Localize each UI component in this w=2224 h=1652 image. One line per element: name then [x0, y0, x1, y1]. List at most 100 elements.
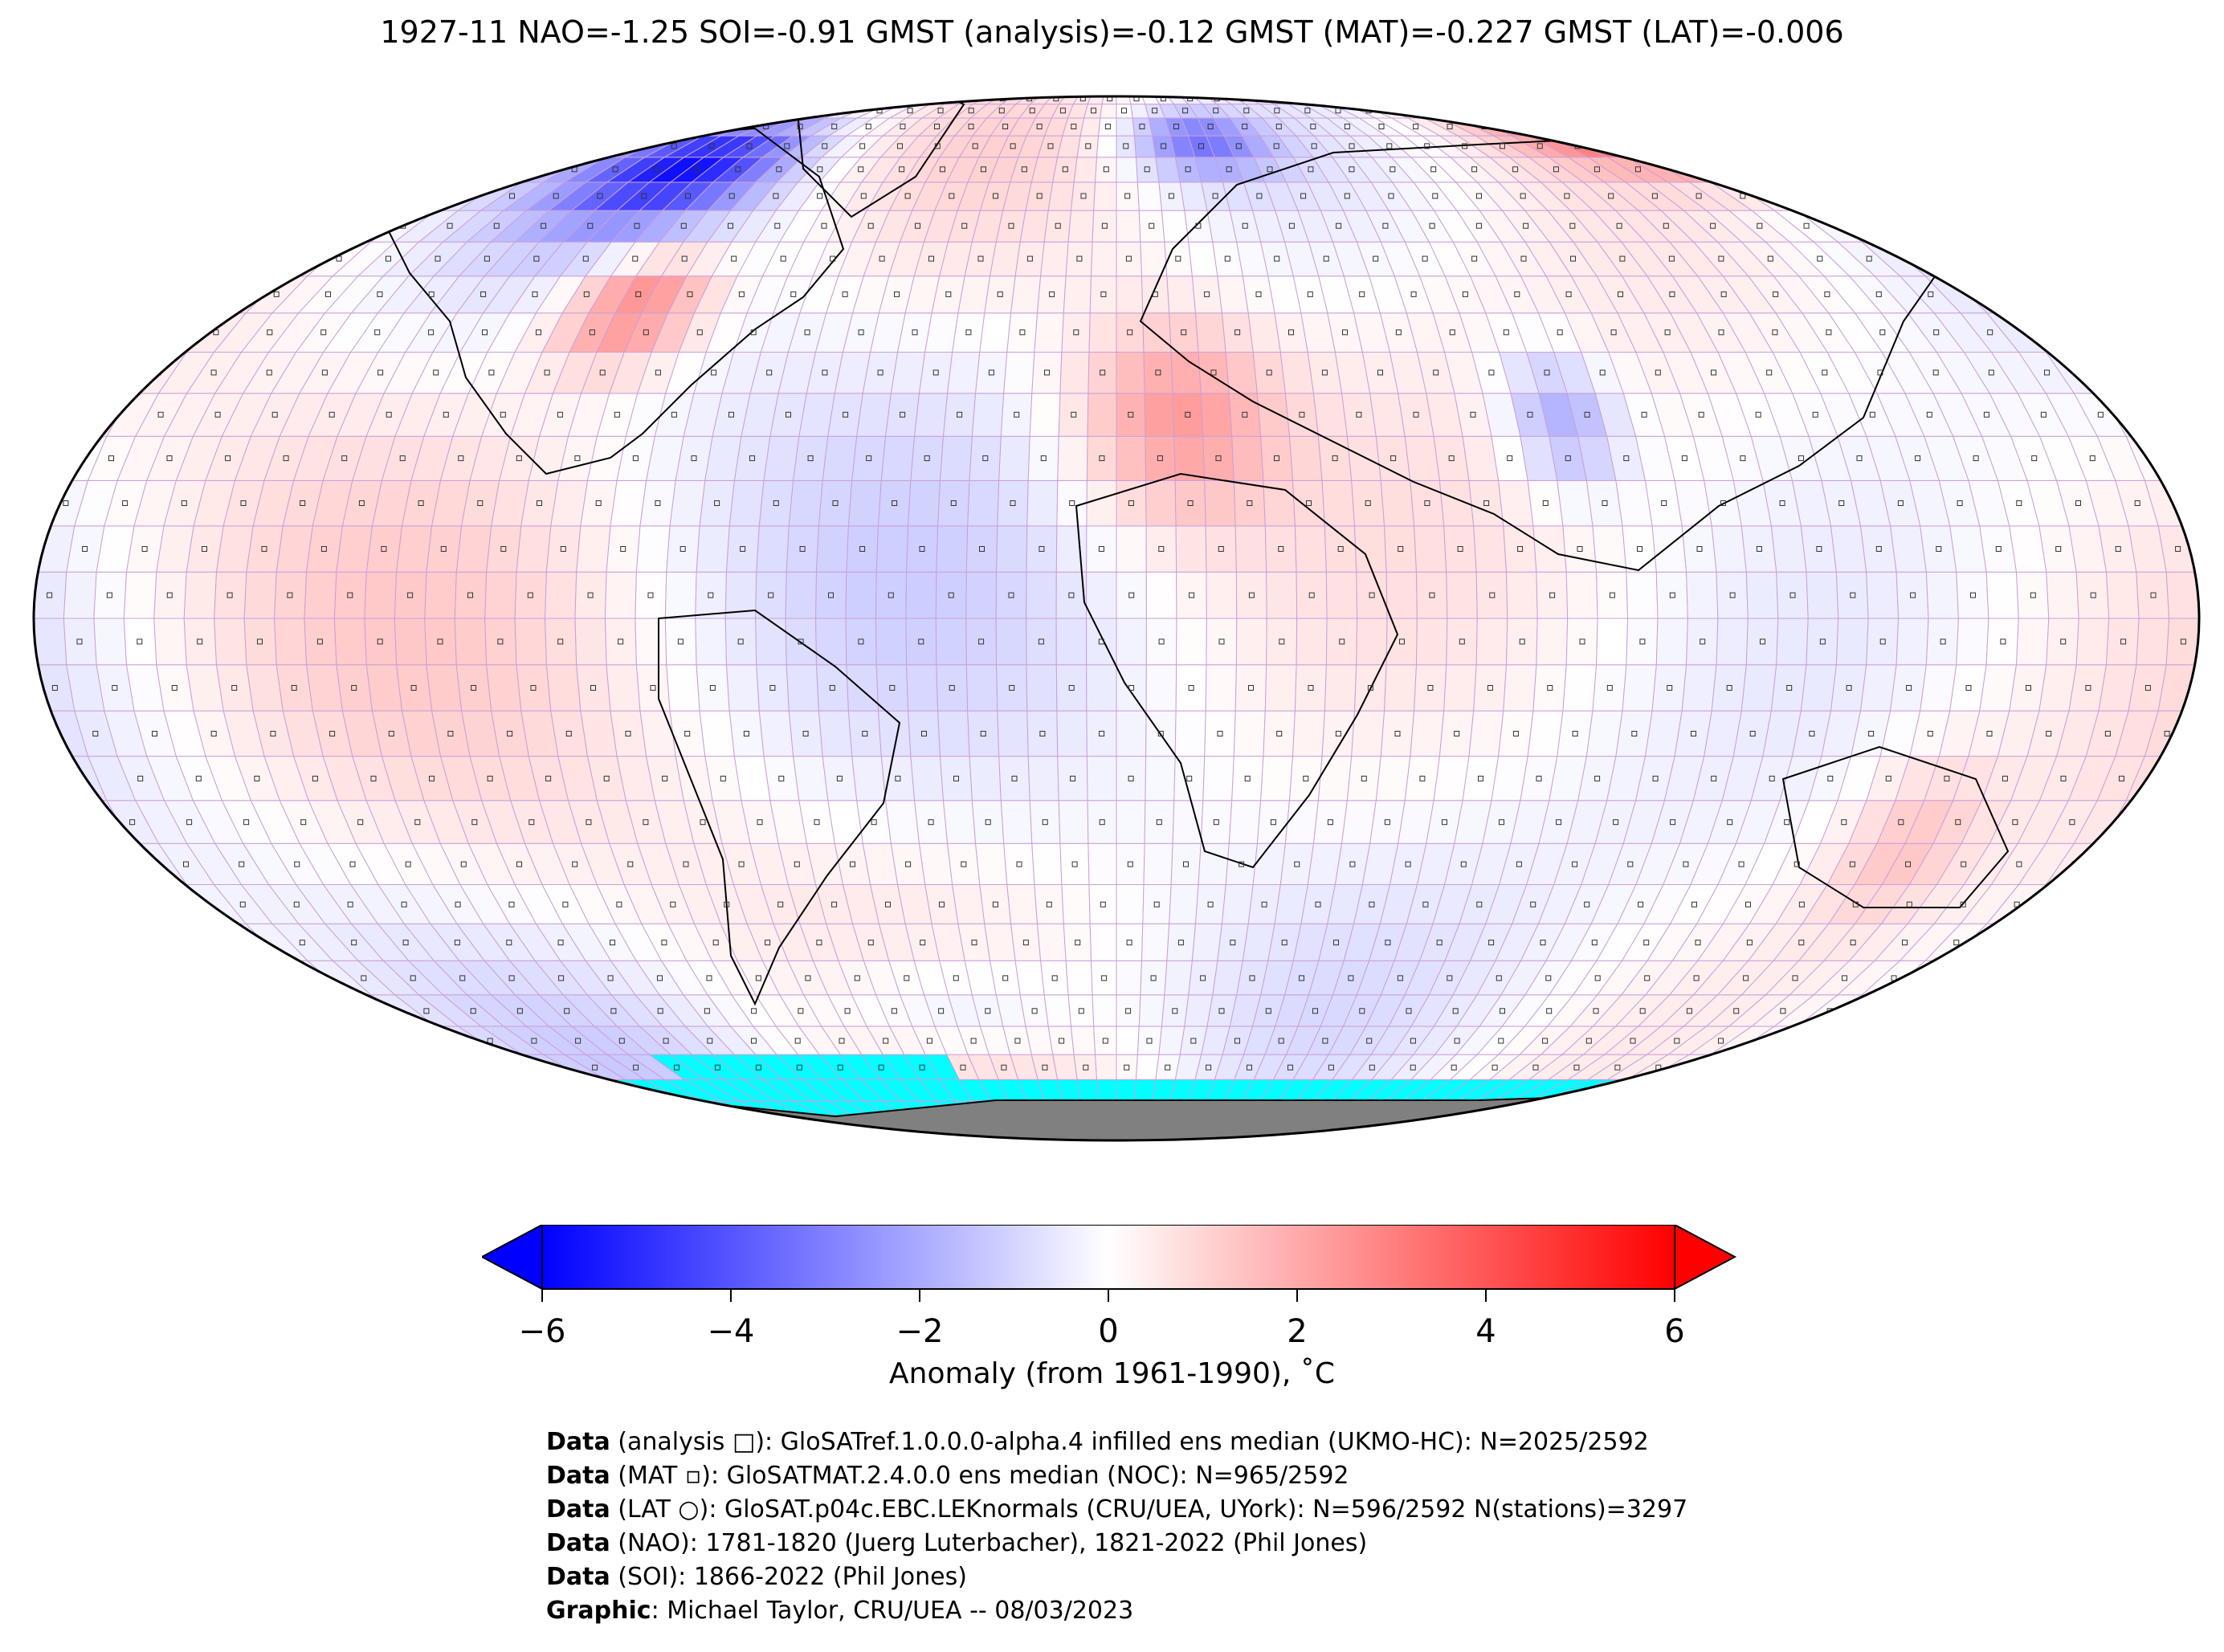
analysis-marker	[583, 291, 590, 297]
analysis-marker	[794, 1038, 801, 1044]
analysis-marker	[1124, 193, 1131, 199]
analysis-marker	[1281, 940, 1287, 946]
analysis-marker	[565, 731, 572, 736]
analysis-marker	[1591, 940, 1598, 946]
analysis-marker	[1470, 411, 1476, 418]
analysis-marker	[386, 255, 391, 262]
analysis-marker	[1483, 500, 1490, 506]
analysis-marker	[2119, 775, 2124, 781]
grid-cell	[1451, 88, 1527, 95]
grid-cell	[1418, 1118, 1473, 1133]
analysis-marker	[607, 975, 614, 981]
grid-cell	[394, 157, 468, 183]
analysis-marker	[1051, 975, 1058, 981]
grid-cell	[1065, 960, 1093, 996]
analysis-marker	[1068, 592, 1075, 598]
grid-cell	[793, 86, 864, 88]
analysis-marker	[1210, 369, 1217, 376]
analysis-marker	[1953, 940, 1960, 946]
grid-cell	[942, 1143, 981, 1149]
analysis-marker	[1816, 546, 1822, 552]
analysis-marker	[641, 193, 647, 199]
grid-cell	[1055, 618, 1088, 666]
analysis-marker	[1498, 1038, 1504, 1044]
grid-cell	[1116, 842, 1145, 885]
grid-cell	[2038, 884, 2102, 924]
grid-cell	[1137, 1143, 1153, 1149]
grid-cell	[1618, 1100, 1692, 1120]
grid-cell	[1414, 96, 1475, 105]
grid-cell	[1202, 435, 1234, 481]
grid-cell	[1504, 1118, 1571, 1133]
analysis-marker	[137, 775, 144, 781]
grid-cell	[694, 1143, 772, 1149]
analysis-marker	[707, 1038, 713, 1044]
grid-cell	[614, 96, 695, 105]
grid-cell	[1368, 86, 1439, 88]
analysis-marker	[657, 1008, 663, 1014]
grid-cell	[744, 88, 814, 95]
grid-cell	[785, 571, 818, 619]
analysis-marker	[1916, 255, 1922, 262]
analysis-marker	[1545, 975, 1552, 981]
grid-cell	[669, 88, 751, 95]
analysis-marker	[320, 546, 327, 552]
analysis-marker	[483, 143, 489, 149]
analysis-marker	[1410, 291, 1417, 297]
analysis-marker	[1549, 592, 1556, 598]
analysis-marker	[1850, 592, 1856, 598]
analysis-marker	[765, 940, 771, 946]
analysis-marker	[740, 546, 746, 552]
analysis-marker	[1126, 940, 1132, 946]
analysis-marker	[293, 901, 300, 908]
grid-cell	[1716, 571, 1749, 619]
grid-cell	[711, 104, 773, 119]
analysis-marker	[971, 940, 977, 946]
grid-cell	[598, 1118, 672, 1133]
analysis-marker	[1885, 775, 1891, 781]
grid-cell	[856, 393, 892, 437]
grid-cell	[1175, 86, 1200, 88]
analysis-marker	[805, 975, 811, 981]
analysis-marker	[533, 255, 540, 262]
analysis-marker	[681, 255, 688, 262]
grid-cell	[669, 710, 706, 757]
analysis-marker	[2012, 819, 2018, 826]
grid-cell	[165, 923, 233, 961]
analysis-marker	[445, 143, 451, 149]
analysis-marker	[1877, 369, 1883, 376]
analysis-marker	[1356, 411, 1362, 418]
grid-cell	[714, 1132, 781, 1140]
grid-cell	[1887, 994, 1960, 1027]
grid-cell	[1315, 1132, 1361, 1140]
grid-cell	[803, 1149, 873, 1152]
grid-cell	[1243, 1149, 1283, 1152]
analysis-marker	[1761, 1038, 1768, 1044]
analysis-marker	[572, 861, 578, 867]
analysis-marker	[1789, 592, 1796, 598]
grid-cell	[743, 96, 806, 105]
analysis-marker	[1069, 500, 1075, 506]
grid-cell	[1143, 842, 1173, 885]
analysis-marker	[774, 222, 781, 229]
grid-cell	[918, 1149, 965, 1152]
grid-cell	[365, 182, 439, 211]
analysis-marker	[1906, 901, 1912, 908]
grid-cell	[1264, 525, 1297, 573]
grid-cell	[1476, 1132, 1548, 1140]
analysis-marker	[757, 819, 763, 826]
grid-cell	[760, 104, 815, 119]
analysis-marker	[1482, 96, 1488, 102]
grid-cell	[1054, 1149, 1075, 1152]
analysis-marker	[537, 500, 542, 506]
analysis-marker	[1267, 166, 1273, 173]
analysis-marker	[1002, 975, 1009, 981]
analysis-marker	[1389, 166, 1396, 173]
grid-cell	[1273, 1143, 1316, 1149]
grid-cell	[756, 525, 790, 573]
analysis-marker	[1898, 819, 1904, 826]
analysis-marker	[92, 731, 99, 736]
analysis-marker	[1085, 143, 1092, 149]
analysis-marker	[879, 255, 885, 262]
analysis-marker	[1698, 411, 1704, 418]
